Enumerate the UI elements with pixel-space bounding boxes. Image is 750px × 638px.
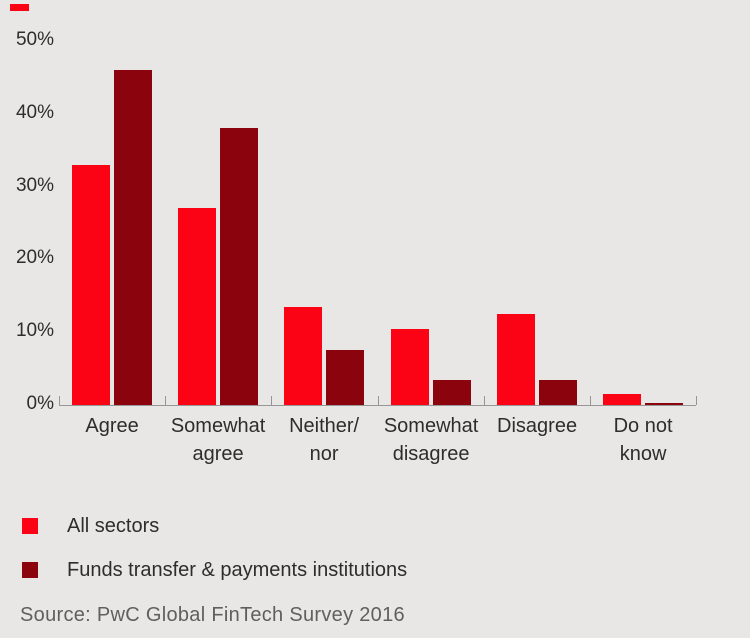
x-axis-tick — [59, 396, 60, 405]
bar-funds-transfer-payments-institutions-somewhat-agree — [220, 128, 258, 405]
x-axis-label-line: agree — [192, 443, 244, 465]
x-axis-tick — [271, 396, 272, 405]
x-axis-label-line: Somewhat — [383, 415, 479, 437]
legend-item-funds-transfer-payments-institutions: Funds transfer & payments institutions — [22, 559, 407, 581]
legend-item-all-sectors: All sectors — [22, 515, 407, 537]
chart-legend: All sectors Funds transfer & payments ins… — [22, 515, 407, 606]
x-axis-tick — [165, 396, 166, 405]
bar-chart: 0% 10% 20% 30% 40% 50% Agree Somewhat agree Neith… — [15, 29, 706, 468]
x-axis-line — [59, 405, 696, 406]
x-axis-category-label: Somewhat disagree — [368, 412, 494, 468]
bar-all-sectors-do-not-know — [603, 394, 641, 405]
accent-dash — [10, 4, 29, 11]
legend-swatch — [22, 562, 38, 578]
bar-funds-transfer-payments-institutions-do-not-know — [645, 403, 683, 405]
bar-all-sectors-neither-nor — [284, 307, 322, 405]
bar-funds-transfer-payments-institutions-neither-nor — [326, 350, 364, 405]
bar-all-sectors-somewhat-disagree — [391, 329, 429, 405]
bar-funds-transfer-payments-institutions-somewhat-disagree — [433, 380, 471, 405]
x-axis-label-line: nor — [309, 443, 339, 465]
legend-label: Funds transfer & payments institutions — [67, 558, 408, 581]
x-axis-label-line: know — [619, 443, 667, 465]
y-axis-label: 40% — [15, 101, 54, 123]
x-axis-label-line: Somewhat — [170, 415, 266, 437]
x-axis-tick — [484, 396, 485, 405]
y-axis-label: 50% — [15, 29, 54, 50]
bar-all-sectors-agree — [72, 165, 110, 405]
x-axis-category-label: Do not know — [580, 412, 706, 468]
x-axis-label-line: Do not — [613, 415, 673, 437]
x-axis-category-label: Somewhat agree — [155, 412, 281, 468]
bar-all-sectors-disagree — [497, 314, 535, 405]
x-axis-label-line: Disagree — [497, 415, 578, 437]
bar-funds-transfer-payments-institutions-agree — [114, 70, 152, 405]
y-axis-label: 10% — [15, 320, 54, 342]
bar-all-sectors-somewhat-agree — [178, 208, 216, 405]
x-axis-label-line: disagree — [392, 443, 470, 465]
y-axis-label: 20% — [15, 247, 54, 269]
x-axis-label-line: Neither/ — [289, 415, 360, 437]
x-axis-label-line: Agree — [85, 415, 139, 437]
y-axis-label: 30% — [15, 174, 54, 196]
x-axis-category-label: Disagree — [474, 412, 600, 440]
x-axis-category-label: Agree — [49, 412, 175, 440]
x-axis-category-label: Neither/nor — [261, 412, 387, 468]
x-axis-tick — [696, 396, 697, 405]
x-axis-tick — [590, 396, 591, 405]
source-caption: Source: PwC Global FinTech Survey 2016 — [20, 604, 405, 626]
legend-swatch — [22, 518, 38, 534]
bar-funds-transfer-payments-institutions-disagree — [539, 380, 577, 405]
x-axis-tick — [378, 396, 379, 405]
y-axis-label: 0% — [26, 393, 54, 414]
legend-label: All sectors — [67, 514, 160, 537]
